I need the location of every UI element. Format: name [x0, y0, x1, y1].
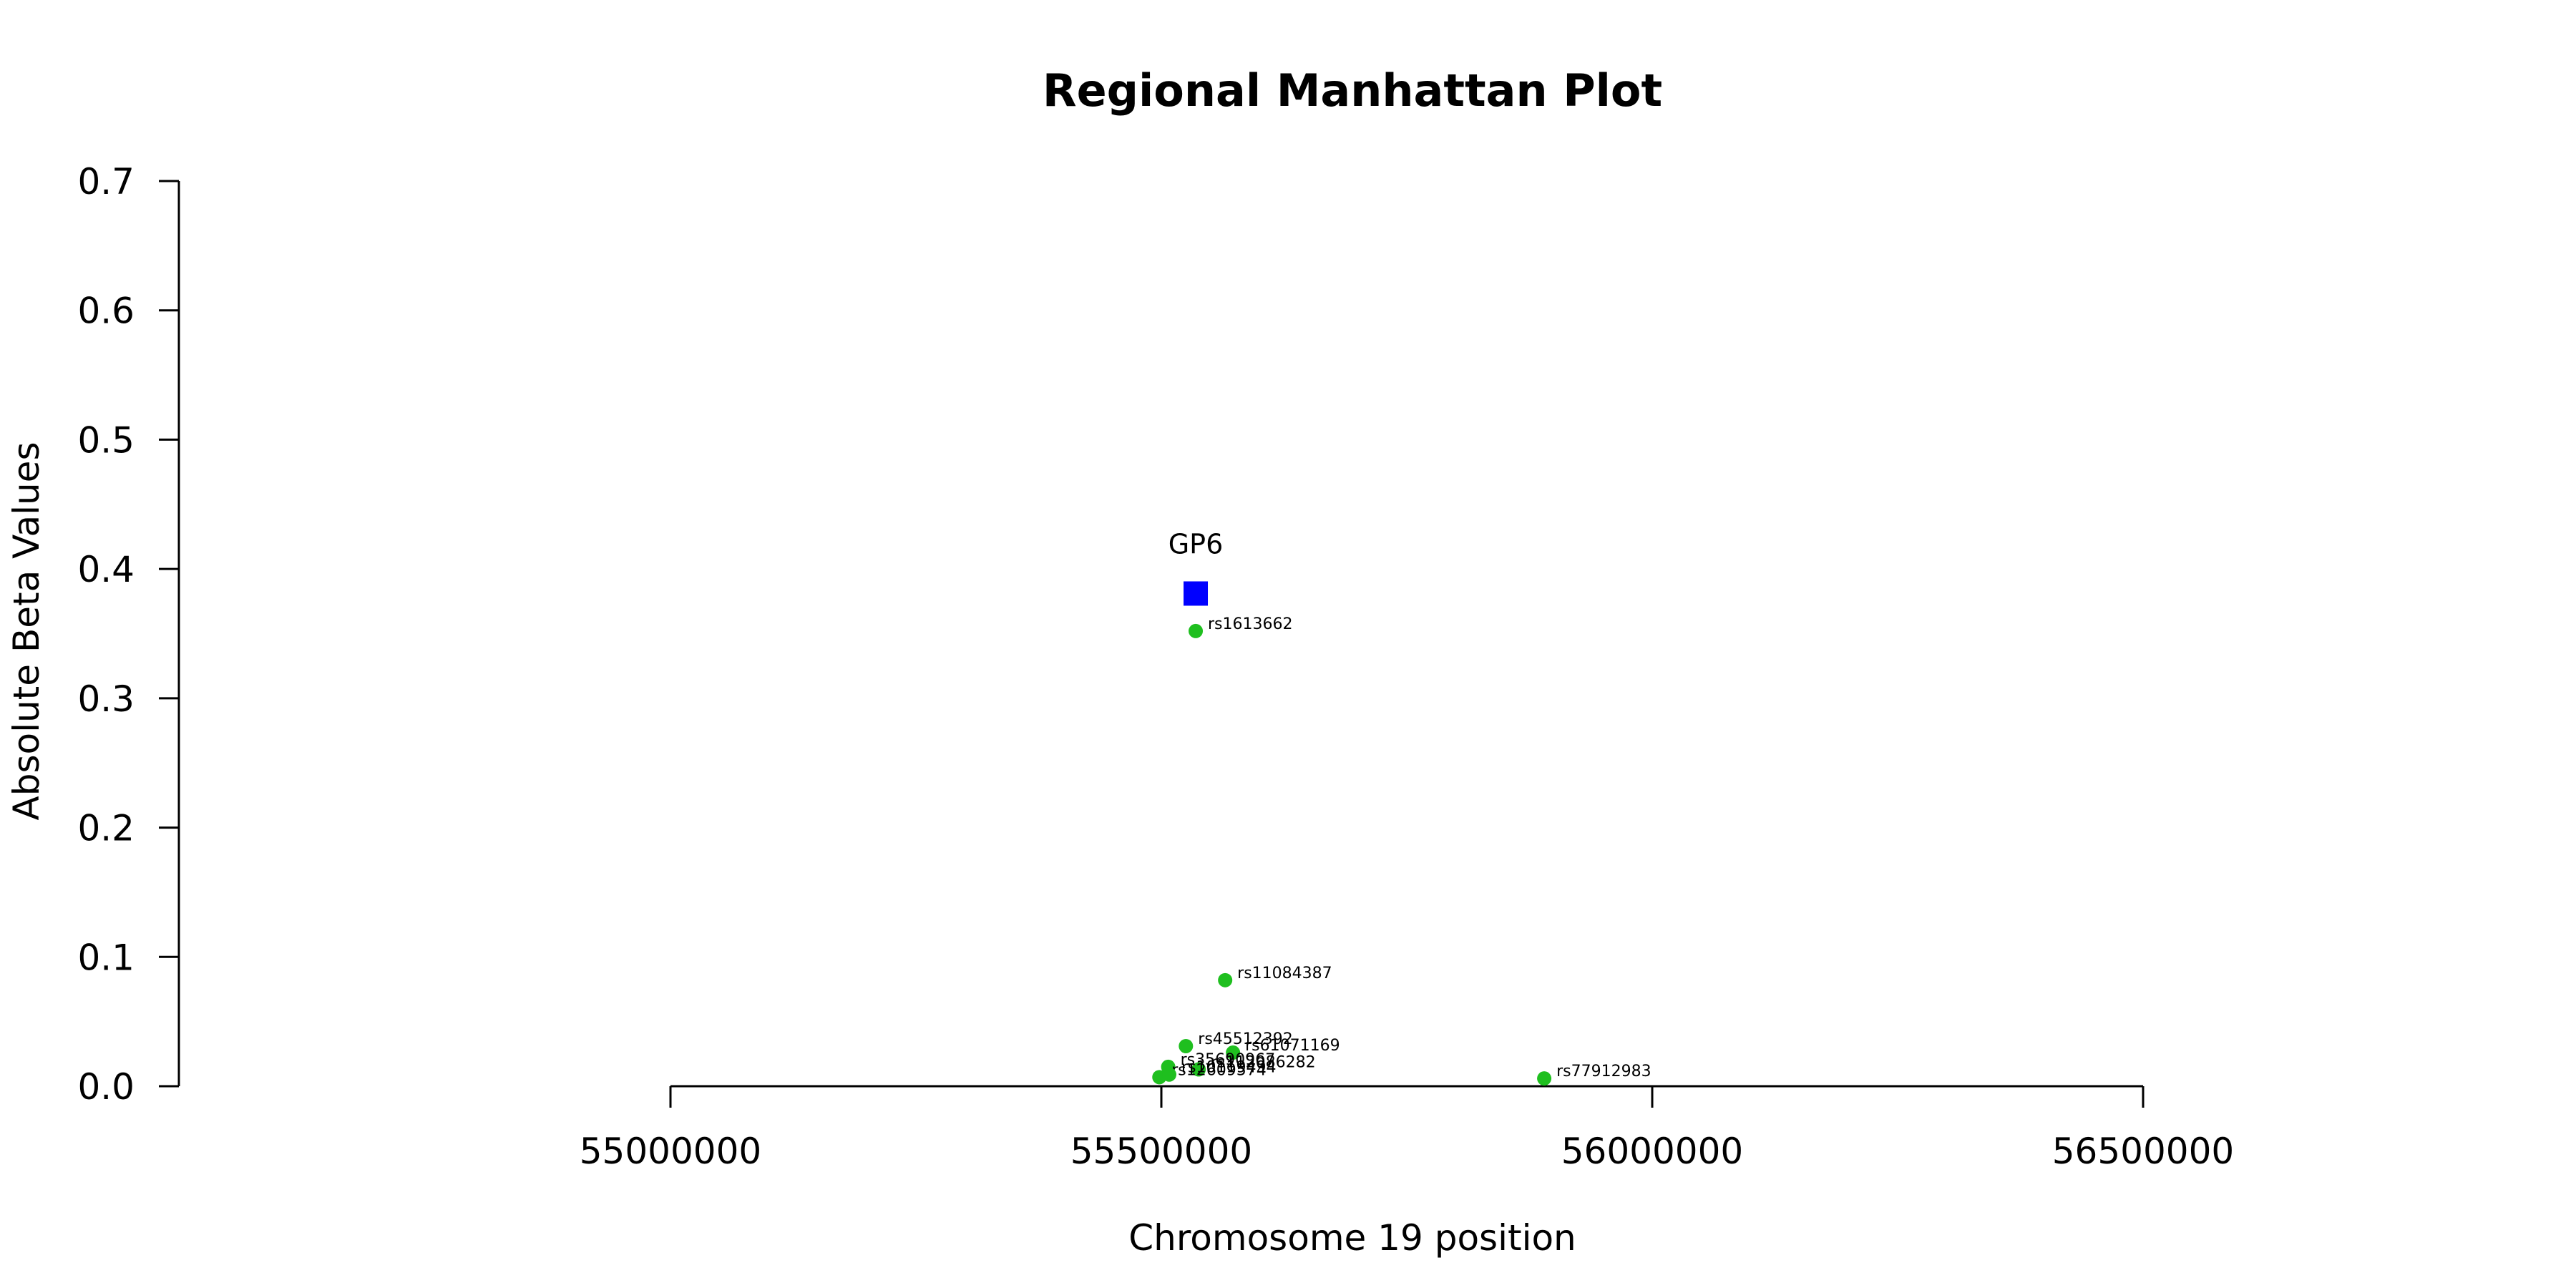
snp-point	[1161, 1067, 1176, 1082]
chart-title: Regional Manhattan Plot	[1043, 64, 1662, 117]
x-axis-label: Chromosome 19 position	[1128, 1217, 1576, 1259]
x-tick-label: 55000000	[580, 1131, 762, 1172]
snp-label: rs61071169	[1245, 1037, 1340, 1055]
y-axis: 0.0 0.1 0.2 0.3 0.4 0.5 0.6 0.7	[77, 161, 180, 1108]
snp-label: rs112086282	[1211, 1054, 1315, 1072]
y-tick-label: 0.0	[77, 1066, 135, 1108]
snp-label: rs1613662	[1208, 615, 1293, 633]
gene-marker	[1184, 581, 1209, 606]
snp-point	[1189, 623, 1204, 638]
gene-layer: GP6	[1169, 528, 1224, 606]
data-points: rs1613662rs11084387rs45512392rs61071169r…	[1152, 615, 1652, 1086]
y-axis-label: Absolute Beta Values	[6, 442, 47, 821]
snp-point	[1537, 1071, 1552, 1086]
y-tick-label: 0.5	[77, 419, 135, 461]
y-tick-label: 0.6	[77, 291, 135, 332]
y-tick-label: 0.2	[77, 808, 135, 849]
snp-point	[1226, 1045, 1241, 1060]
y-tick-label: 0.1	[77, 937, 135, 978]
snp-label: rs45512392	[1198, 1030, 1292, 1048]
snp-point	[1191, 1062, 1206, 1077]
y-tick-label: 0.7	[77, 161, 135, 203]
snp-point	[1179, 1038, 1194, 1053]
gene-label: GP6	[1169, 528, 1224, 560]
x-axis: 55000000 55500000 56000000 56500000	[580, 1085, 2235, 1172]
y-tick-label: 0.4	[77, 549, 135, 590]
snp-label: rs77912983	[1556, 1063, 1651, 1080]
x-tick-label: 55500000	[1070, 1131, 1253, 1172]
snp-label: rs12609574	[1171, 1061, 1266, 1079]
y-tick-label: 0.3	[77, 678, 135, 720]
snp-point	[1218, 972, 1233, 987]
x-tick-label: 56500000	[2052, 1131, 2235, 1172]
snp-label: rs10119494	[1181, 1059, 1276, 1077]
snp-label: rs11084387	[1237, 965, 1332, 982]
x-tick-label: 56000000	[1561, 1131, 1744, 1172]
